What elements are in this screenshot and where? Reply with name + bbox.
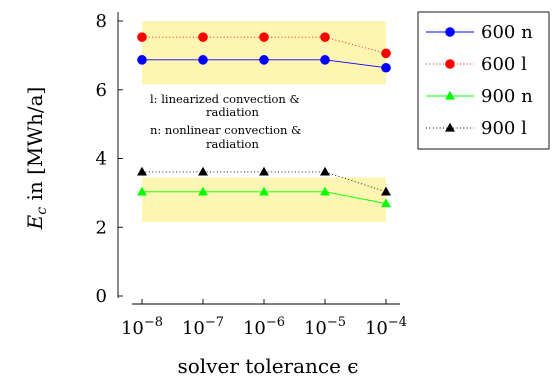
data-point [137,186,147,196]
x-tick-label: 10−8 [121,315,163,339]
y-tick-label: 6 [96,80,107,101]
data-point [198,32,208,42]
axes: 0 2 4 6 8 10−8 10−7 10−6 10−5 10−4 [96,11,407,339]
legend-marker [445,27,455,37]
data-point [259,55,269,65]
x-tick-label: 10−4 [365,315,407,339]
y-tick-label: 2 [96,217,107,238]
legend-label: 900 n [481,86,533,107]
x-tick-label: 10−6 [243,315,285,339]
legend-item: 600 l [426,54,527,75]
data-point [381,62,391,73]
highlight-band-1 [142,21,386,85]
legend-item: 600 n [426,22,533,43]
x-axis-title: solver tolerance ϵ [177,354,358,378]
data-point [137,166,147,176]
axis-titles: solver tolerance ϵ Ec in [MWh/a] [23,87,359,378]
series-layer [137,32,391,208]
x-tick-label: 10−5 [304,315,346,339]
data-point [259,32,269,42]
annotation-line: l: linearized convection & [150,92,300,106]
legend-label: 600 n [481,22,533,43]
legend-marker [445,122,455,132]
y-tick-label: 8 [96,11,107,32]
data-point [137,55,147,65]
legend-marker [445,59,455,69]
data-point [320,186,330,196]
legend: 600 n 600 l 900 n 900 l [417,11,550,150]
data-point [198,166,208,176]
legend-label: 600 l [481,54,527,75]
data-point [381,48,391,59]
y-tick-label: 0 [96,286,107,307]
data-point [381,198,391,208]
data-point [320,55,330,65]
y-axis-title: Ec in [MWh/a] [23,87,50,231]
series-900-n [137,186,391,208]
data-point [198,55,208,65]
highlight-bands [142,21,386,223]
annotation-line: n: nonlinear convection & [150,123,301,137]
data-point [381,186,391,196]
data-point [259,186,269,196]
data-point [198,186,208,196]
data-point [259,166,269,176]
legend-item: 900 l [426,118,527,139]
annotation-line: radiation [206,137,259,151]
legend-box [417,11,550,150]
legend-label: 900 l [481,118,527,139]
data-point [320,32,330,42]
data-point [137,32,147,42]
series-900-l [137,166,391,196]
data-point [320,166,330,176]
legend-marker [445,90,455,100]
series-line [142,36,387,54]
series-600-l [137,32,391,59]
y-tick-label: 4 [96,149,107,170]
legend-item: 900 n [426,86,533,107]
annotation-line: radiation [206,105,259,119]
x-tick-label: 10−7 [182,315,224,339]
series-line [142,171,387,193]
series-600-n [137,55,391,73]
highlight-band-2 [142,177,386,223]
